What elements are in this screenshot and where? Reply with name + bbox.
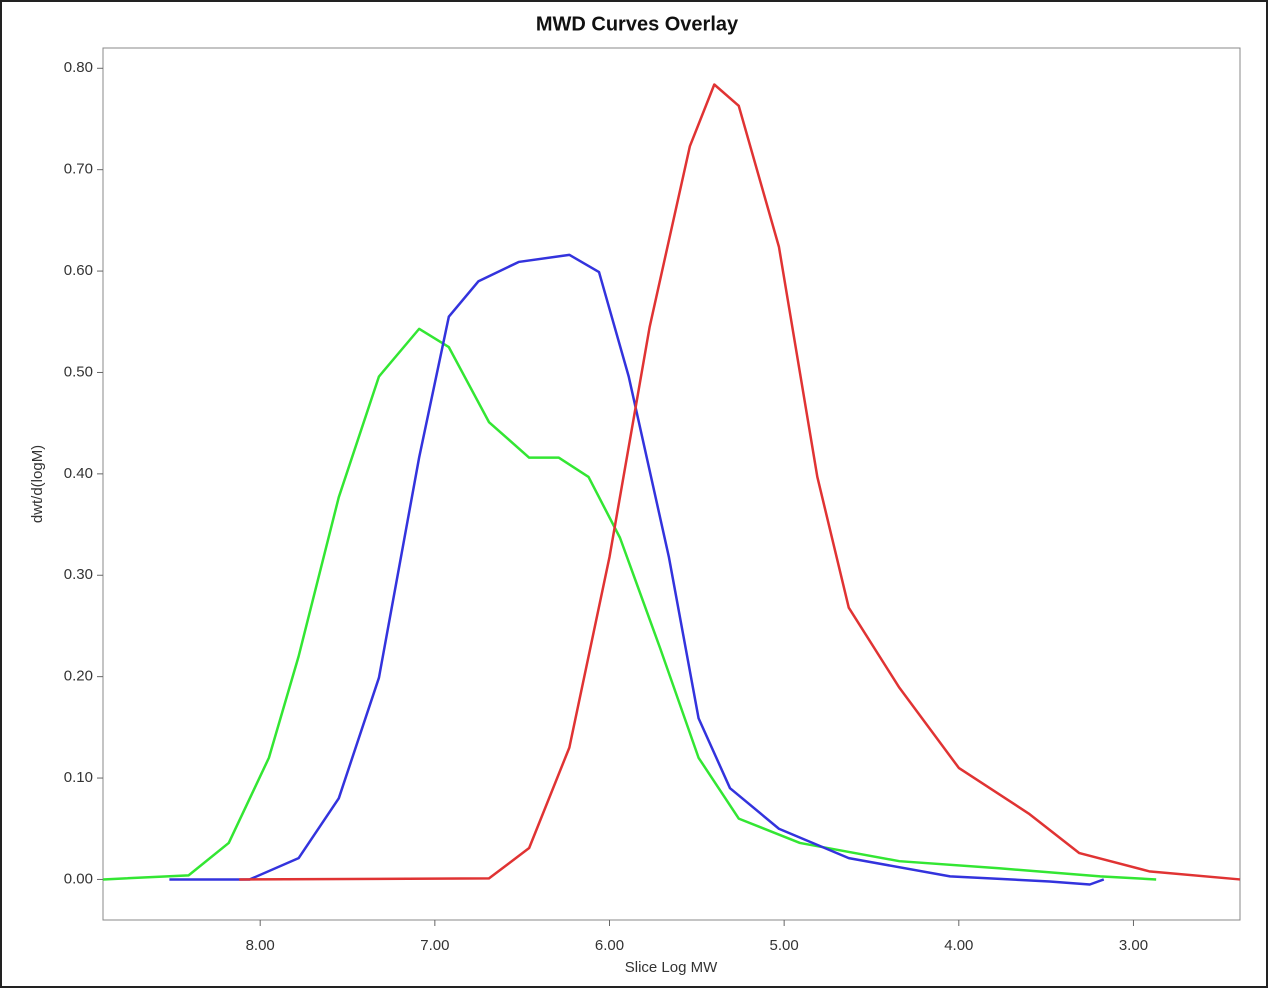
y-tick-label: 0.60 — [64, 262, 93, 279]
series-line — [239, 83, 1241, 881]
y-tick-label: 0.10 — [64, 769, 93, 786]
y-tick-label: 0.50 — [64, 363, 93, 380]
x-axis-label: Slice Log MW — [625, 959, 718, 976]
x-tick-label: 7.00 — [420, 937, 449, 954]
y-tick-label: 0.20 — [64, 668, 93, 685]
y-axis-label: dwt/d(logM) — [29, 445, 46, 523]
series-line — [169, 253, 1105, 886]
x-tick-label: 4.00 — [944, 937, 973, 954]
y-tick-label: 0.30 — [64, 566, 93, 583]
y-tick-label: 0.00 — [64, 870, 93, 887]
y-tick-label: 0.70 — [64, 161, 93, 178]
y-tick-label: 0.40 — [64, 465, 93, 482]
series-line — [102, 327, 1157, 881]
x-tick-label: 8.00 — [246, 937, 275, 954]
x-tick-label: 3.00 — [1119, 937, 1148, 954]
y-tick-label: 0.80 — [64, 59, 93, 76]
x-tick-label: 6.00 — [595, 937, 624, 954]
x-tick-label: 5.00 — [770, 937, 799, 954]
chart-title: MWD Curves Overlay — [536, 13, 739, 35]
plot-area — [102, 47, 1241, 921]
